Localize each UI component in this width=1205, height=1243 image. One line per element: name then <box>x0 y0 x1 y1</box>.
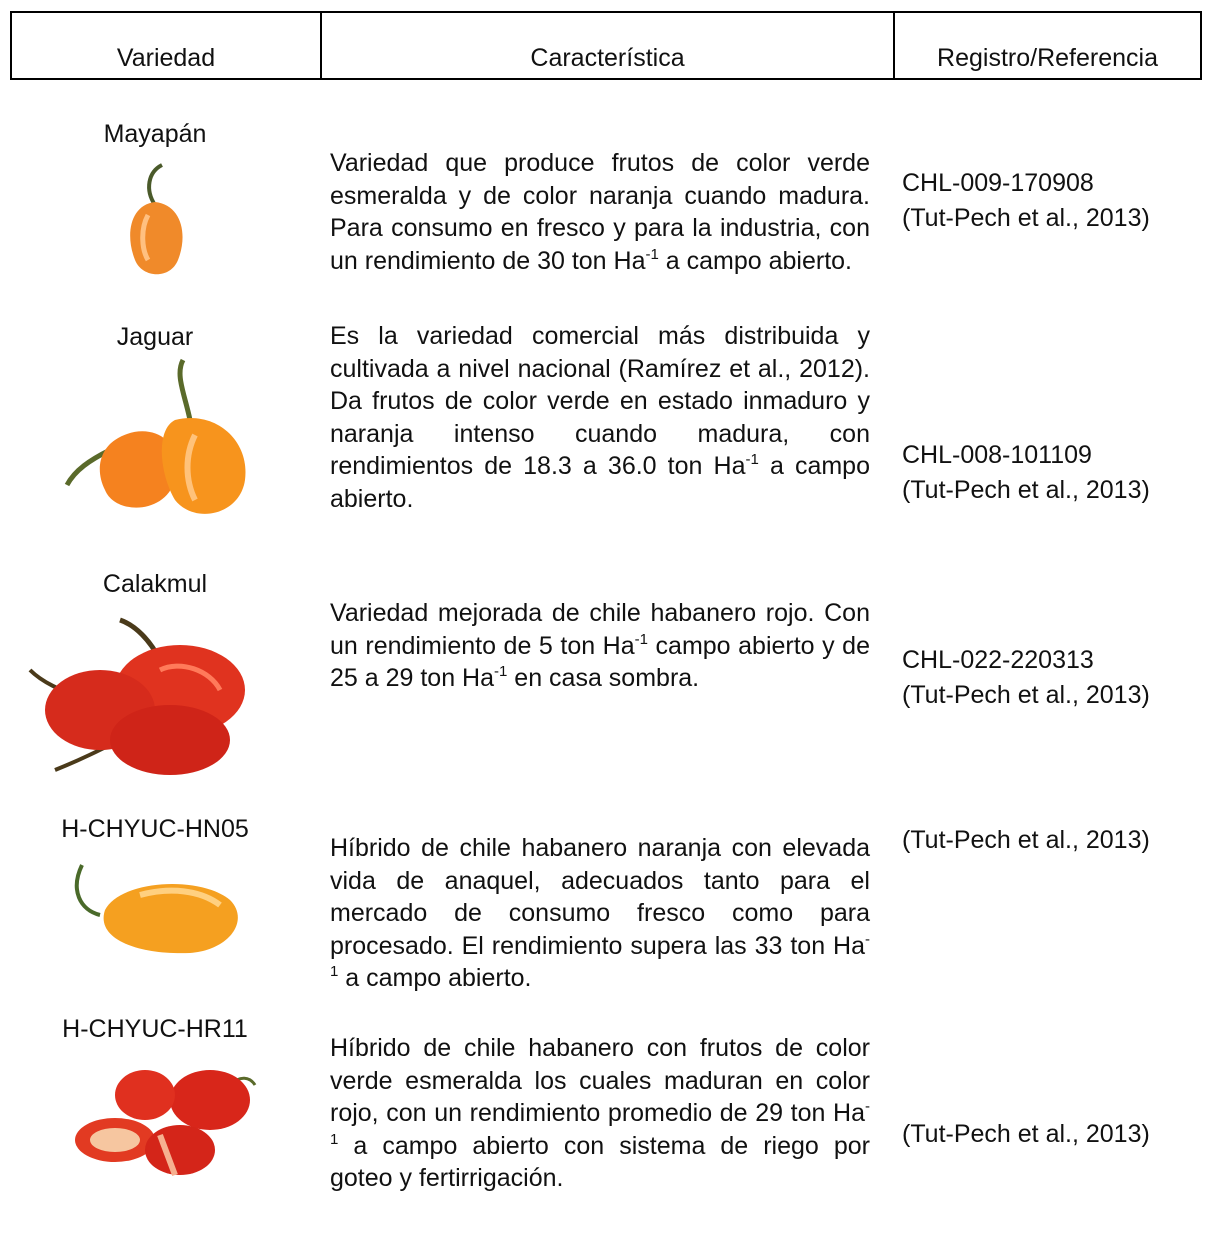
pepper-image <box>130 163 183 275</box>
column-border <box>10 11 12 80</box>
column-border <box>893 11 895 80</box>
description-text: Variedad mejorada de chile habanero rojo… <box>330 599 870 660</box>
description: Variedad mejorada de chile habanero rojo… <box>330 597 870 695</box>
description: Variedad que produce frutos de color ver… <box>330 147 870 277</box>
superscript: -1 <box>634 630 648 648</box>
column-header: Variedad <box>116 44 216 72</box>
reference-line: (Tut-Pech et al., 2013) <box>902 476 1150 504</box>
description: Híbrido de chile habanero con frutos de … <box>330 1032 870 1195</box>
variety-name: Mayapán <box>103 120 207 148</box>
pepper-image <box>64 358 246 514</box>
superscript: -1 <box>494 663 508 680</box>
header-bottom-border <box>10 78 1202 80</box>
description-text: a campo abierto. <box>338 964 532 992</box>
pepper-image <box>74 864 238 954</box>
description-text: Híbrido de chile habanero con frutos de … <box>330 1034 870 1127</box>
variety-name: H-CHYUC-HN05 <box>61 815 249 843</box>
description-text: a campo abierto. <box>330 452 870 513</box>
pepper-image <box>28 617 245 775</box>
reference: CHL-009-170908 (Tut-Pech et al., 2013) <box>902 166 1150 236</box>
reference-line: CHL-009-170908 <box>902 169 1094 197</box>
column-header: Registro/Referencia <box>937 44 1158 72</box>
description-text: en casa sombra. <box>507 664 700 692</box>
reference: CHL-008-101109 (Tut-Pech et al., 2013) <box>902 438 1150 508</box>
reference-line: CHL-022-220313 <box>902 646 1094 674</box>
description-text: a campo abierto con sistema de riego por… <box>330 1131 870 1193</box>
table-top-border <box>10 11 1202 13</box>
description: Es la variedad comercial más distribuida… <box>330 320 870 515</box>
description-text: Es la variedad comercial más distribuida… <box>330 322 870 480</box>
reference-line: (Tut-Pech et al., 2013) <box>902 1120 1150 1148</box>
variety-name: Jaguar <box>116 323 194 351</box>
column-border <box>1200 11 1202 80</box>
superscript: -1 <box>330 930 870 980</box>
description-text: campo abierto y de 25 a 29 ton Ha <box>330 631 870 693</box>
superscript: -1 <box>745 451 759 468</box>
pepper-image <box>75 1070 257 1177</box>
reference: (Tut-Pech et al., 2013) <box>902 823 1150 858</box>
reference-line: (Tut-Pech et al., 2013) <box>902 681 1150 709</box>
reference: CHL-022-220313 (Tut-Pech et al., 2013) <box>902 643 1150 713</box>
reference-line: (Tut-Pech et al., 2013) <box>902 204 1150 232</box>
column-header: Característica <box>530 44 685 72</box>
variety-name: H-CHYUC-HR11 <box>62 1015 248 1043</box>
superscript: -1 <box>330 1098 870 1148</box>
description-text: Híbrido de chile habanero naranja con el… <box>330 834 870 960</box>
reference: (Tut-Pech et al., 2013) <box>902 1117 1150 1152</box>
description-text: a campo abierto. <box>658 246 853 275</box>
description-text: Variedad que produce frutos de color ver… <box>330 149 870 275</box>
column-border <box>320 11 322 80</box>
reference-line: (Tut-Pech et al., 2013) <box>902 826 1150 854</box>
description: Híbrido de chile habanero naranja con el… <box>330 832 870 995</box>
superscript: -1 <box>645 245 659 263</box>
reference-line: CHL-008-101109 <box>902 441 1092 469</box>
variety-name: Calakmul <box>102 570 208 598</box>
